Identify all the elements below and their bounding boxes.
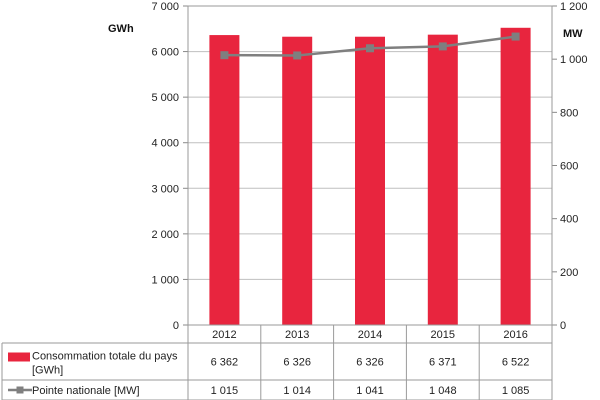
left-tick-label: 6 000 (151, 47, 179, 59)
line-point (220, 51, 229, 60)
table-value: 1 015 (211, 385, 239, 397)
line-series (220, 32, 520, 60)
legend-key-bar (8, 352, 30, 362)
right-tick-label: 600 (560, 161, 578, 173)
right-axis-unit: MW (563, 28, 583, 40)
data-table: 2012 2013 2014 2015 2016 Consommation totale … (1, 325, 553, 400)
table-value: 1 085 (502, 385, 530, 397)
bar (209, 35, 240, 325)
legend-name: [GWh] (32, 365, 63, 377)
line-point (293, 51, 302, 60)
category-label: 2014 (358, 329, 382, 341)
right-tick-label: 0 (560, 320, 566, 332)
bar-series (209, 27, 531, 325)
table-value: 1 048 (429, 385, 457, 397)
line-point (366, 44, 374, 53)
legend-name: Consommation totale du pays (32, 351, 178, 363)
bar (427, 34, 458, 325)
left-tick-label: 5 000 (151, 92, 179, 104)
category-label: 2015 (431, 329, 455, 341)
right-tick-label: 1 200 (560, 1, 588, 13)
table-value: 6 522 (502, 357, 530, 369)
table-value: 6 326 (356, 357, 384, 369)
left-tick-label: 0 (173, 320, 179, 332)
category-label: 2016 (503, 329, 527, 341)
bar (282, 36, 313, 325)
axes: 0 1 000 2 000 3 000 4 000 5 000 6 000 7 000 0 200… (151, 1, 587, 332)
category-label: 2013 (285, 329, 309, 341)
bar (500, 27, 531, 325)
legend-key-marker (16, 386, 24, 394)
left-axis-unit: GWh (108, 23, 134, 35)
right-tick-label: 1 000 (560, 54, 588, 66)
category-label: 2012 (212, 329, 236, 341)
left-tick-label: 4 000 (151, 138, 179, 150)
line-point (438, 42, 447, 51)
table-value: 6 371 (429, 357, 457, 369)
right-tick-label: 400 (560, 214, 578, 226)
left-tick-label: 1 000 (151, 274, 179, 286)
right-tick-label: 800 (560, 107, 578, 119)
left-tick-label: 7 000 (151, 1, 179, 13)
table-value: 1 041 (356, 385, 384, 397)
left-tick-label: 3 000 (151, 183, 179, 195)
table-value: 6 362 (211, 357, 239, 369)
right-tick-label: 200 (560, 267, 578, 279)
left-tick-label: 2 000 (151, 229, 179, 241)
table-value: 6 326 (283, 357, 311, 369)
table-value: 1 014 (283, 385, 311, 397)
line-point (511, 32, 520, 41)
plot-frame (187, 5, 553, 326)
bar (355, 36, 385, 325)
legend-name: Pointe nationale [MW] (32, 385, 140, 397)
